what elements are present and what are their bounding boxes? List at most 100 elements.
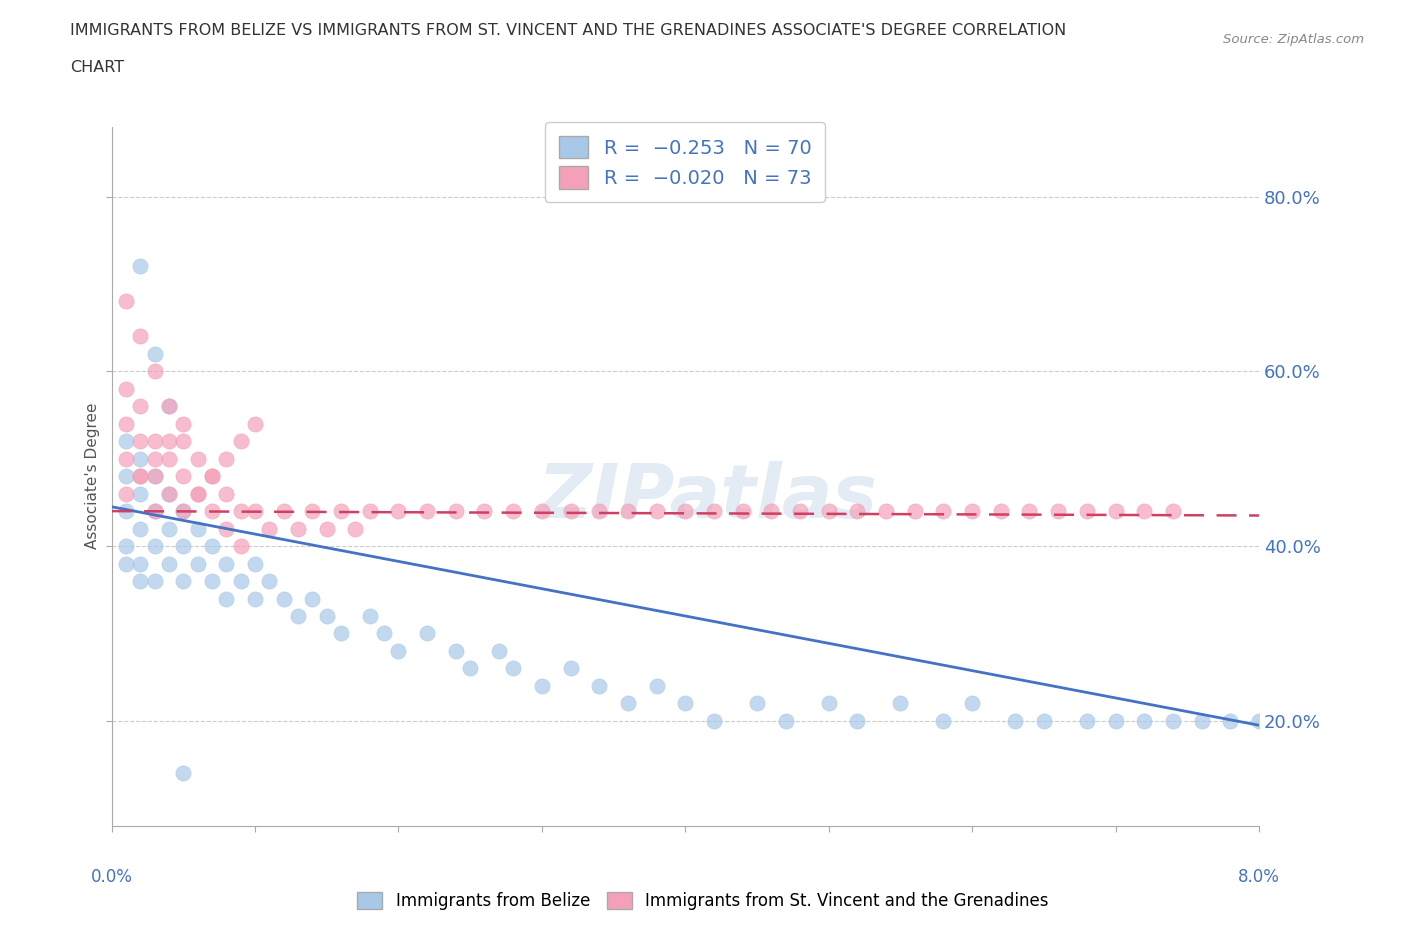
Point [115,417,138,432]
Point [488,644,510,658]
Point [359,608,381,623]
Point [129,469,152,484]
Point [172,574,194,589]
Point [115,294,138,309]
Point [143,504,166,519]
Point [172,433,194,448]
Legend: Immigrants from Belize, Immigrants from St. Vincent and the Grenadines: Immigrants from Belize, Immigrants from … [350,885,1056,917]
Point [187,521,209,536]
Point [129,329,152,344]
Point [932,504,955,519]
Point [1191,713,1213,728]
Point [215,556,238,571]
Point [157,486,180,501]
Point [143,469,166,484]
Point [172,538,194,553]
Point [187,451,209,466]
Point [129,259,152,273]
Point [129,433,152,448]
Text: ZIPatlas: ZIPatlas [538,460,879,534]
Point [201,469,224,484]
Point [215,591,238,606]
Point [129,399,152,414]
Point [1104,713,1126,728]
Point [387,504,409,519]
Point [359,504,381,519]
Point [143,538,166,553]
Point [301,591,323,606]
Point [373,626,395,641]
Point [775,713,797,728]
Point [157,521,180,536]
Point [1076,504,1098,519]
Point [243,504,266,519]
Point [172,504,194,519]
Point [387,644,409,658]
Point [215,521,238,536]
Point [817,504,839,519]
Point [229,504,252,519]
Point [1018,504,1040,519]
Point [172,417,194,432]
Point [1032,713,1054,728]
Point [960,696,983,711]
Point [143,346,166,361]
Point [157,399,180,414]
Point [115,556,138,571]
Point [229,433,252,448]
Point [229,574,252,589]
Point [172,766,194,781]
Point [157,556,180,571]
Point [673,504,696,519]
Point [846,504,869,519]
Point [416,504,439,519]
Point [129,574,152,589]
Point [157,486,180,501]
Point [157,399,180,414]
Point [330,504,353,519]
Point [904,504,927,519]
Point [617,504,640,519]
Point [330,626,353,641]
Point [1004,713,1026,728]
Point [259,521,281,536]
Point [259,574,281,589]
Point [875,504,897,519]
Point [444,504,467,519]
Point [889,696,911,711]
Text: Source: ZipAtlas.com: Source: ZipAtlas.com [1223,33,1364,46]
Point [172,469,194,484]
Point [416,626,439,641]
Point [703,504,725,519]
Point [129,521,152,536]
Point [1247,713,1270,728]
Point [215,486,238,501]
Point [243,556,266,571]
Point [129,486,152,501]
Point [187,556,209,571]
Point [115,451,138,466]
Point [315,608,337,623]
Point [201,574,224,589]
Point [243,591,266,606]
Text: 0.0%: 0.0% [90,868,132,885]
Point [530,679,553,694]
Point [1047,504,1070,519]
Point [1161,713,1184,728]
Point [731,504,754,519]
Point [187,486,209,501]
Point [1133,713,1156,728]
Point [344,521,367,536]
Point [1133,504,1156,519]
Point [273,591,295,606]
Text: CHART: CHART [70,60,124,75]
Point [157,433,180,448]
Point [1076,713,1098,728]
Point [960,504,983,519]
Point [273,504,295,519]
Point [143,469,166,484]
Point [129,451,152,466]
Point [645,504,668,519]
Point [287,608,309,623]
Point [143,574,166,589]
